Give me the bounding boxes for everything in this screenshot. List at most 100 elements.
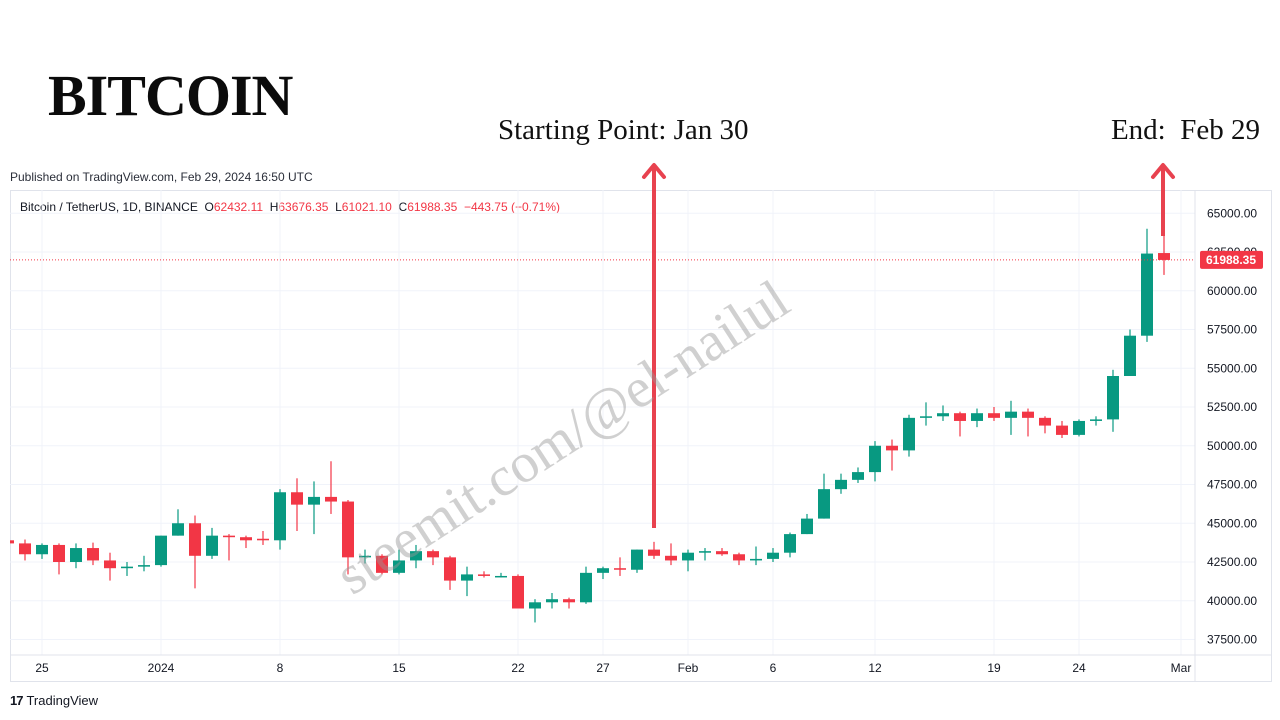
candle-body — [410, 551, 422, 561]
candle-body — [155, 535, 167, 566]
candle-body — [954, 413, 966, 421]
watermark: steemit.com/@el-nailul — [325, 268, 800, 606]
candle-body — [801, 518, 813, 535]
candle-body — [886, 445, 898, 451]
axes: 37500.00 40000.00 42500.00 45000.00 47500.00… — [10, 190, 1272, 682]
candle-body — [1141, 253, 1153, 336]
candle-body — [495, 575, 507, 578]
x-tick-label: 25 — [35, 661, 49, 675]
tradingview-logo[interactable]: 17 TradingView — [10, 693, 98, 708]
x-tick-label: 19 — [987, 661, 1001, 675]
candle-body — [1124, 335, 1136, 376]
candle-body — [563, 599, 575, 603]
candle-body — [665, 555, 677, 561]
candle-body — [1022, 411, 1034, 418]
close-value: 61988.35 — [407, 200, 458, 214]
candle-body — [444, 557, 456, 581]
candle-body — [869, 445, 881, 473]
candle-body — [359, 555, 371, 558]
candle-body — [682, 552, 694, 561]
y-tick-label: 40000.00 — [1207, 594, 1257, 608]
candle-body — [546, 599, 558, 603]
candle-body — [1005, 411, 1017, 418]
open-label: O — [204, 200, 214, 214]
candle-body — [767, 552, 779, 559]
candle-body — [818, 489, 830, 519]
candle-body — [631, 549, 643, 570]
candle-body — [206, 535, 218, 556]
candle-body — [478, 574, 490, 576]
candle-body — [461, 574, 473, 581]
tradingview-logo-text: TradingView — [26, 693, 99, 708]
candle-body — [1073, 420, 1085, 435]
candle-body — [716, 551, 728, 555]
grid — [10, 190, 1195, 655]
symbol-legend: Bitcoin / TetherUS, 1D, BINANCE O62432.1… — [20, 200, 560, 214]
y-tick-label: 42500.00 — [1207, 555, 1257, 569]
candle-body — [325, 496, 337, 502]
x-tick-label: 15 — [392, 661, 406, 675]
y-tick-label: 65000.00 — [1207, 206, 1257, 220]
last-price-badge — [1200, 250, 1263, 269]
y-tick-label: 57500.00 — [1207, 323, 1257, 337]
candle-body — [597, 568, 609, 573]
candle-body — [104, 560, 116, 569]
candle-body — [36, 544, 48, 555]
candle-body — [189, 523, 201, 556]
x-tick-label: 22 — [511, 661, 525, 675]
y-tick-label: 45000.00 — [1207, 516, 1257, 530]
candle-body — [427, 551, 439, 558]
candle-body — [393, 560, 405, 573]
change-value: −443.75 (−0.71%) — [463, 200, 561, 214]
candle-body — [937, 413, 949, 417]
end-annotation: End: Feb 29 — [1110, 114, 1260, 146]
y-tick-label: 50000.00 — [1207, 439, 1257, 453]
start-annotation: Starting Point: Jan 30 — [498, 114, 749, 146]
candle-body — [920, 416, 932, 418]
candle-body — [1090, 419, 1102, 421]
chart-frame — [10, 190, 1272, 682]
candle-body — [121, 566, 133, 569]
high-value: 63676.35 — [278, 200, 329, 214]
candle-body — [376, 555, 388, 573]
candle-body — [223, 535, 235, 538]
y-tick-label: 52500.00 — [1207, 400, 1257, 414]
candle-body — [172, 523, 184, 536]
candle-body — [580, 572, 592, 603]
candle-body — [1039, 417, 1051, 426]
candle-body — [835, 479, 847, 490]
end-arrow-head — [1151, 163, 1175, 179]
x-tick-label: 24 — [1072, 661, 1086, 675]
low-value: 61021.10 — [341, 200, 392, 214]
candle-body — [308, 496, 320, 505]
candle-body — [512, 575, 524, 609]
candle-body — [70, 548, 82, 562]
candle-body — [852, 472, 864, 480]
candle-body — [648, 549, 660, 556]
page-title: BITCOIN — [48, 63, 293, 128]
published-info: Published on TradingView.com, Feb 29, 20… — [10, 170, 313, 184]
x-tick-label: Feb — [678, 661, 699, 675]
close-label: C — [398, 200, 408, 214]
candle-body — [257, 538, 269, 541]
candle-body — [10, 540, 14, 544]
last-price-label: 61988.35 — [1206, 253, 1256, 267]
candle-body — [274, 492, 286, 541]
low-label: L — [335, 200, 342, 214]
start-arrow — [642, 163, 666, 528]
x-tick-label: 6 — [770, 661, 777, 675]
candle-body — [750, 558, 762, 561]
candle-body — [971, 413, 983, 421]
end-arrow — [1151, 163, 1175, 236]
x-tick-label: Mar — [1171, 661, 1192, 675]
y-tick-label: 37500.00 — [1207, 633, 1257, 647]
candle-body — [903, 417, 915, 451]
candle-body — [53, 544, 65, 562]
x-tick-label: 12 — [868, 661, 882, 675]
candle-body — [87, 548, 99, 561]
candle-body — [240, 537, 252, 541]
candle-body — [1056, 425, 1068, 435]
tradingview-logo-icon: 17 — [10, 693, 24, 708]
y-tick-label: 55000.00 — [1207, 361, 1257, 375]
